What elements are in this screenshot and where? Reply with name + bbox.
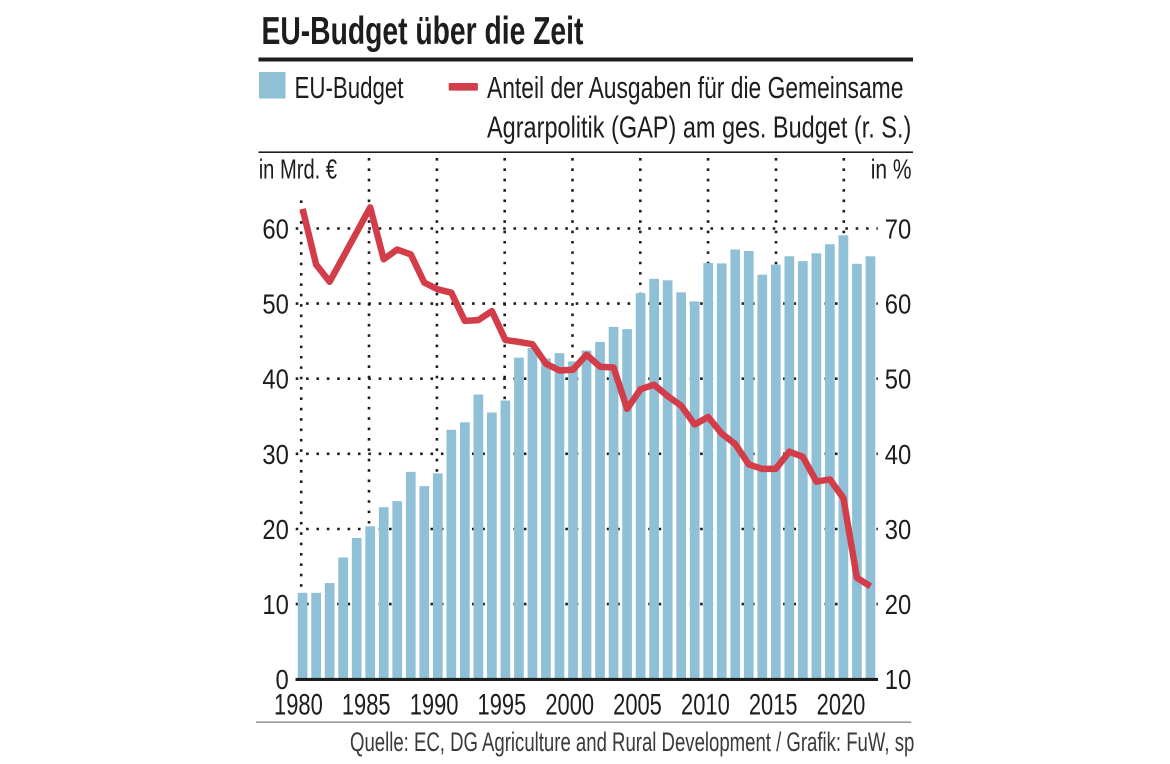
svg-text:2020: 2020 [817,687,866,721]
svg-text:EU-Budget über die Zeit: EU-Budget über die Zeit [262,10,584,54]
svg-text:2005: 2005 [613,687,662,721]
svg-text:30: 30 [262,438,288,470]
svg-text:EU-Budget: EU-Budget [295,70,404,104]
svg-text:1980: 1980 [274,687,323,721]
svg-text:1990: 1990 [410,687,459,721]
svg-text:0: 0 [276,663,289,695]
svg-text:50: 50 [885,363,911,395]
svg-text:2000: 2000 [545,687,594,721]
svg-text:60: 60 [885,288,911,320]
svg-text:Agrarpolitik (GAP) am ges. Bud: Agrarpolitik (GAP) am ges. Budget (r. S.… [487,109,911,144]
svg-text:Anteil der Ausgaben für die Ge: Anteil der Ausgaben für die Gemeinsame [487,69,903,104]
svg-text:2010: 2010 [681,687,730,721]
svg-text:60: 60 [262,213,288,245]
svg-text:10: 10 [262,588,288,620]
svg-text:40: 40 [262,363,288,395]
svg-text:2015: 2015 [749,687,798,721]
svg-text:50: 50 [262,288,288,320]
svg-text:30: 30 [885,513,911,545]
svg-text:1985: 1985 [342,687,391,721]
svg-text:40: 40 [885,438,911,470]
svg-text:Quelle: EC, DG Agriculture and: Quelle: EC, DG Agriculture and Rural Dev… [350,726,914,756]
svg-text:10: 10 [885,663,911,695]
svg-text:1995: 1995 [478,687,527,721]
svg-text:in Mrd. €: in Mrd. € [259,154,338,185]
svg-text:70: 70 [885,213,911,245]
svg-text:20: 20 [885,588,911,620]
svg-text:20: 20 [262,513,288,545]
svg-text:in %: in % [871,155,912,186]
